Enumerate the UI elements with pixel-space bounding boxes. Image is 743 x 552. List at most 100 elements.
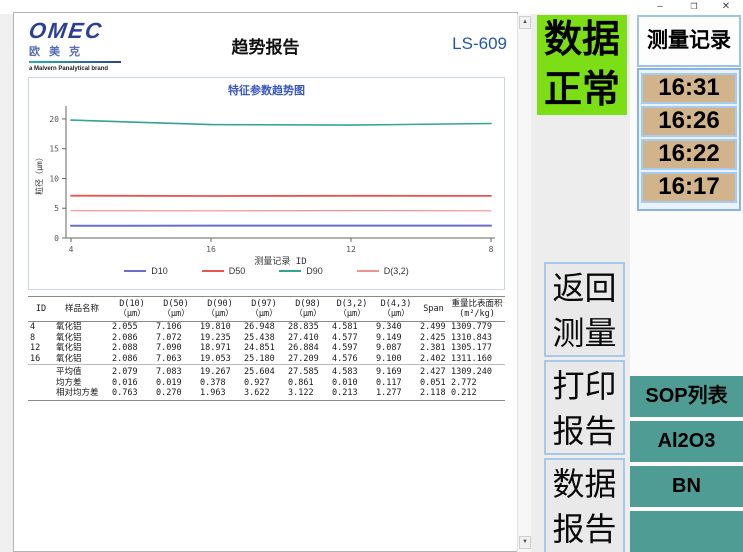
column-header: D(50) （μm） [154, 296, 198, 322]
table-cell: 9.100 [376, 353, 402, 364]
legend-label: D10 [151, 266, 168, 276]
svg-text:15: 15 [49, 145, 59, 154]
table-cell: 28.835 [288, 322, 319, 332]
print-report-button[interactable]: 打印 报告 [544, 360, 625, 455]
table-cell: 平均值 [54, 364, 110, 378]
table-cell: 0.010 [332, 377, 358, 388]
table-cell: 7.106 [156, 322, 182, 332]
table-cell: 2.499 [420, 322, 446, 332]
table-cell: 0.763 [110, 388, 154, 401]
table-cell: 4.577 [332, 332, 358, 343]
column-header: D(98) （μm） [286, 296, 330, 322]
svg-text:0: 0 [54, 234, 59, 243]
measurement-time-button[interactable]: 16:17 [641, 172, 737, 203]
legend-swatch [201, 270, 224, 272]
table-cell: 0.019 [156, 377, 182, 388]
table-cell: 2.055 [112, 322, 138, 332]
measurement-records-header[interactable]: 测量记录 [637, 15, 741, 67]
table-cell: 2.772 [451, 377, 477, 388]
table-cell: 16 [30, 353, 41, 364]
svg-text:4: 4 [69, 245, 74, 254]
sop-list: SOP列表 Al2O3 BN [630, 376, 743, 552]
table-cell: 氧化铝 [56, 322, 82, 332]
table-cell: 7.072 [156, 332, 182, 343]
svg-text:12: 12 [346, 245, 356, 254]
table-cell: 0.378 [200, 377, 226, 388]
table-cell: 2.079 [110, 364, 154, 378]
table-cell: 19.810 [200, 322, 231, 332]
status-line1: 数据 [543, 19, 620, 61]
table-cell: 0.270 [154, 388, 198, 401]
table-row: 12 氧化铝 2.088 7.090 18.971 24.851 26.884 4.597 9.… [28, 343, 505, 354]
table-cell [28, 364, 54, 378]
legend-label: D50 [228, 266, 246, 276]
table-row: 均方差 0.016 0.019 0.378 0.927 0.861 0.010 0.117 0.… [28, 378, 505, 389]
table-cell: 氧化铝 [56, 353, 82, 364]
measurement-time-button[interactable]: 16:31 [641, 73, 737, 104]
table-cell: 24.851 [244, 343, 275, 353]
table-cell: 1.277 [374, 388, 418, 401]
table-cell: 7.063 [156, 353, 182, 364]
sop-item-bn[interactable]: BN [630, 466, 743, 507]
table-cell: 4.583 [330, 364, 374, 378]
instrument-model: LS-609 [452, 34, 507, 53]
table-cell: 0.861 [288, 377, 314, 388]
scroll-up-icon[interactable]: ▲ [519, 16, 531, 29]
measurement-time-button[interactable]: 16:26 [641, 106, 737, 137]
sop-item-sop[interactable]: SOP列表 [630, 376, 743, 417]
close-icon[interactable]: ✕ [721, 1, 731, 12]
table-cell: 19.267 [198, 364, 242, 378]
table-cell: 1.963 [198, 388, 242, 401]
legend-swatch [124, 270, 147, 272]
table-cell: 12 [30, 343, 41, 353]
logo-subbrand-text: a Malvern Panalytical brand [29, 66, 109, 72]
table-cell: 8 [30, 332, 36, 343]
table-cell: 均方差 [56, 377, 82, 388]
sop-item-partial[interactable] [630, 511, 743, 552]
maximize-icon[interactable]: ❐ [690, 2, 698, 11]
table-cell: 相对均方差 [54, 388, 110, 401]
left-gutter [0, 14, 14, 552]
title-bar: – ❐ ✕ [0, 0, 743, 14]
table-cell: 1309.240 [449, 364, 505, 378]
status-line2: 正常 [543, 69, 620, 111]
minimize-icon[interactable]: – [657, 1, 663, 12]
return-measure-button[interactable]: 返回 测量 [544, 262, 625, 357]
table-cell: 4 [30, 322, 36, 332]
table-cell: 3.122 [286, 388, 330, 401]
table-cell: 25.438 [244, 332, 275, 343]
trend-chart-panel: 特征参数趋势图 0 5 10 15 20 4 16 12 8 测量记录 ID 粒径（μm） D10 D… [28, 77, 505, 290]
table-cell: 7.083 [154, 364, 198, 378]
logo-chinese-text: 欧美克 [29, 46, 89, 58]
table-cell: 1309.779 [451, 322, 492, 332]
table-cell: 2.118 [418, 388, 449, 401]
table-cell: 9.087 [376, 343, 402, 353]
sidebar-records-column: 测量记录 16:31 16:26 16:22 16:17 SOP列表 Al2O3 BN [630, 14, 743, 552]
table-cell: 0.051 [420, 377, 446, 388]
table-cell [28, 378, 54, 389]
legend-item-D90: D90 [279, 266, 323, 276]
table-cell: 7.090 [156, 343, 182, 353]
data-report-button[interactable]: 数据 报告 [544, 458, 625, 552]
table-row: 8 氧化铝 2.086 7.072 19.235 25.438 27.410 4.577 9.1… [28, 333, 505, 344]
chart-title: 特征参数趋势图 [228, 85, 305, 97]
table-cell: 18.971 [200, 343, 231, 353]
column-header: D(3,2) （μm） [330, 296, 374, 322]
table-cell: 氧化铝 [56, 332, 82, 343]
measurement-time-button[interactable]: 16:22 [641, 139, 737, 170]
table-cell: 2.381 [420, 343, 446, 353]
data-report-label-1: 数据 [552, 466, 617, 502]
table-cell: 4.576 [332, 353, 358, 364]
table-cell: 4.597 [332, 343, 358, 353]
vertical-scrollbar[interactable]: ▲ ▼ [517, 14, 531, 552]
omec-logo: OMEC 欧美克 a Malvern Panalytical brand [27, 18, 149, 72]
table-cell: 2.086 [112, 332, 138, 343]
table-cell [28, 388, 54, 401]
column-header: D(97) （μm） [242, 296, 286, 322]
svg-text:8: 8 [489, 245, 494, 254]
legend-item-D(3,2): D(3,2) [356, 266, 409, 276]
scroll-down-icon[interactable]: ▼ [519, 536, 531, 549]
measurement-time-list: 16:31 16:26 16:22 16:17 [637, 68, 741, 211]
table-cell: 1305.177 [451, 343, 492, 353]
sop-item-al2o3[interactable]: Al2O3 [630, 421, 743, 462]
